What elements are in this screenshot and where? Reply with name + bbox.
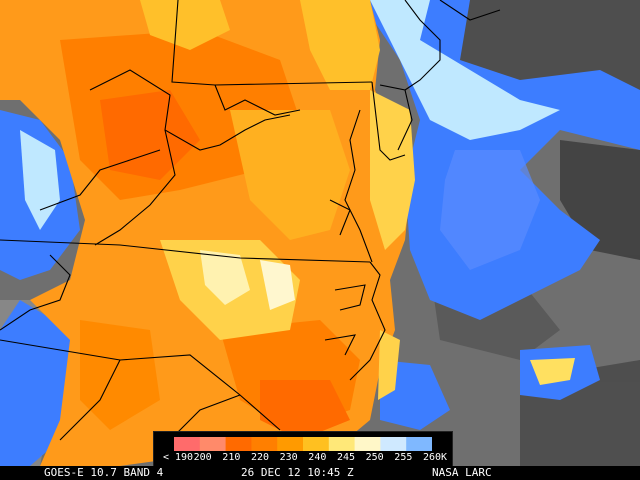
- colorbar-tick-labels: < 190 200 210 220 230 240 245 250 255 260 K: [154, 452, 452, 466]
- colorbar-gradient: [174, 437, 432, 451]
- colorbar-tick-label: 200: [193, 452, 212, 463]
- colorbar-segment: [277, 437, 304, 451]
- colorbar-segment: [199, 437, 227, 451]
- colorbar-segment: [328, 437, 356, 451]
- caption-source: NASA LARC: [432, 466, 492, 479]
- satellite-map: [0, 0, 640, 466]
- state-borders: [0, 0, 501, 441]
- cloud-orange-shield: [0, 0, 410, 466]
- caption-satellite: GOES-E 10.7 BAND 4: [44, 466, 164, 479]
- colorbar-segment: [380, 437, 407, 451]
- colorbar-segment: [174, 437, 201, 451]
- colorbar-tick-label: K: [440, 452, 448, 463]
- cloud-yellow-patches: [140, 0, 415, 400]
- colorbar-segment: [251, 437, 278, 451]
- colorbar-tick-label: 220: [250, 452, 270, 463]
- colorbar-tick-label: < 190: [162, 452, 194, 463]
- colorbar-segment: [303, 437, 330, 451]
- caption-datetime: 26 DEC 12 10:45 Z: [241, 466, 354, 479]
- colorbar-segment: [354, 437, 381, 451]
- colorbar-segment: [406, 437, 432, 451]
- image-caption: GOES-E 10.7 BAND 4 26 DEC 12 10:45 Z NAS…: [0, 466, 640, 480]
- temperature-colorbar: < 190 200 210 220 230 240 245 250 255 260 K: [153, 431, 453, 468]
- colorbar-tick-label: 245: [336, 452, 356, 463]
- colorbar-tick-label: 250: [365, 452, 384, 463]
- colorbar-tick-label: 240: [308, 452, 327, 463]
- colorbar-segment: [225, 437, 252, 451]
- colorbar-tick-label: 260: [422, 452, 442, 463]
- colorbar-tick-label: 230: [279, 452, 298, 463]
- colorbar-tick-label: 210: [222, 452, 241, 463]
- colorbar-tick-label: 255: [394, 452, 413, 463]
